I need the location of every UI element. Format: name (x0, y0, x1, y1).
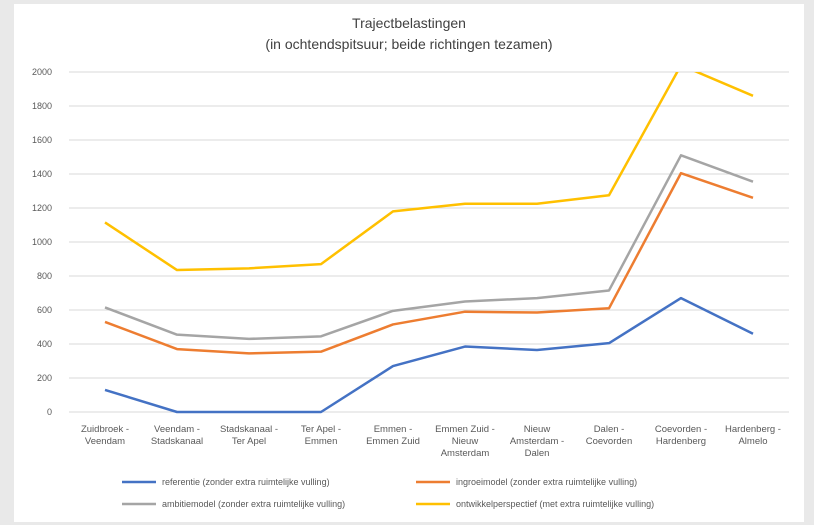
legend-label: referentie (zonder extra ruimtelijke vul… (162, 477, 330, 487)
x-category-label-line: Hardenberg (656, 436, 706, 447)
y-tick-label: 1400 (32, 169, 52, 179)
x-category-label-line: Emmen Zuid (366, 436, 420, 447)
legend: referentie (zonder extra ruimtelijke vul… (122, 477, 654, 509)
chart-title: Trajectbelastingen (in ochtendspitsuur; … (265, 15, 552, 52)
chart-title-line-1: Trajectbelastingen (352, 15, 466, 31)
x-category-label-line: Amsterdam - (510, 436, 564, 447)
y-tick-label: 0 (47, 407, 52, 417)
x-category-label-line: Hardenberg - (725, 424, 781, 435)
x-category-label: Emmen Zuid -Nieuw Amsterdam (435, 424, 495, 459)
x-category-label-line: Ter Apel (232, 436, 266, 447)
series-line-4 (105, 65, 753, 270)
y-tick-label: 1000 (32, 237, 52, 247)
legend-label: ontwikkelperspectief (met extra ruimteli… (456, 499, 654, 509)
x-category-label-line: Stadskanaal - (220, 424, 278, 435)
x-category-label: Veendam -Stadskanaal (151, 424, 203, 447)
x-category-label-line: Coevorden - (655, 424, 707, 435)
legend-label: ingroeimodel (zonder extra ruimtelijke v… (456, 477, 637, 487)
x-category-label-line: Dalen (525, 448, 550, 459)
x-category-label: Emmen -Emmen Zuid (366, 424, 420, 447)
x-category-label: Dalen -Coevorden (586, 424, 632, 447)
y-tick-label: 600 (37, 305, 52, 315)
chart-title-line-2: (in ochtendspitsuur; beide richtingen te… (265, 36, 552, 52)
series-line-1 (105, 298, 753, 412)
y-tick-label: 2000 (32, 67, 52, 77)
x-category-label-line: Amsterdam (441, 448, 490, 459)
series-lines (105, 65, 753, 412)
series-line-3 (105, 155, 753, 339)
x-category-label: Hardenberg -Almelo (725, 424, 781, 447)
y-tick-label: 1600 (32, 135, 52, 145)
x-category-label-line: Veendam - (154, 424, 200, 435)
x-category-label: Ter Apel -Emmen (301, 424, 341, 447)
x-category-label-line: Zuidbroek - (81, 424, 129, 435)
y-tick-label: 400 (37, 339, 52, 349)
x-category-label-line: Dalen - (594, 424, 625, 435)
x-category-label-line: Stadskanaal (151, 436, 203, 447)
y-tick-label: 1200 (32, 203, 52, 213)
line-chart: Trajectbelastingen (in ochtendspitsuur; … (14, 4, 804, 522)
x-category-label-line: Nieuw (524, 424, 551, 435)
y-tick-label: 800 (37, 271, 52, 281)
x-category-label: Zuidbroek -Veendam (81, 424, 129, 447)
x-category-label-line: Emmen Zuid - (435, 424, 495, 435)
chart-frame: Trajectbelastingen (in ochtendspitsuur; … (14, 4, 804, 522)
x-category-label-line: Veendam (85, 436, 125, 447)
x-category-label: Coevorden -Hardenberg (655, 424, 707, 447)
y-tick-label: 200 (37, 373, 52, 383)
x-category-label-line: Emmen (305, 436, 338, 447)
x-category-label-line: Emmen - (374, 424, 413, 435)
gridlines (69, 72, 789, 412)
x-category-label-line: Coevorden (586, 436, 632, 447)
x-category-label: Nieuw Amsterdam -Dalen (510, 424, 564, 459)
y-tick-label: 1800 (32, 101, 52, 111)
legend-label: ambitiemodel (zonder extra ruimtelijke v… (162, 499, 345, 509)
x-category-label-line: Ter Apel - (301, 424, 341, 435)
x-category-label: Stadskanaal -Ter Apel (220, 424, 278, 447)
x-category-label-line: Almelo (738, 436, 767, 447)
x-category-label-line: Nieuw (452, 436, 479, 447)
y-axis-tick-labels: 0 200 400 600 800 1000 1200 1400 1600 1800 2000 (32, 67, 52, 417)
